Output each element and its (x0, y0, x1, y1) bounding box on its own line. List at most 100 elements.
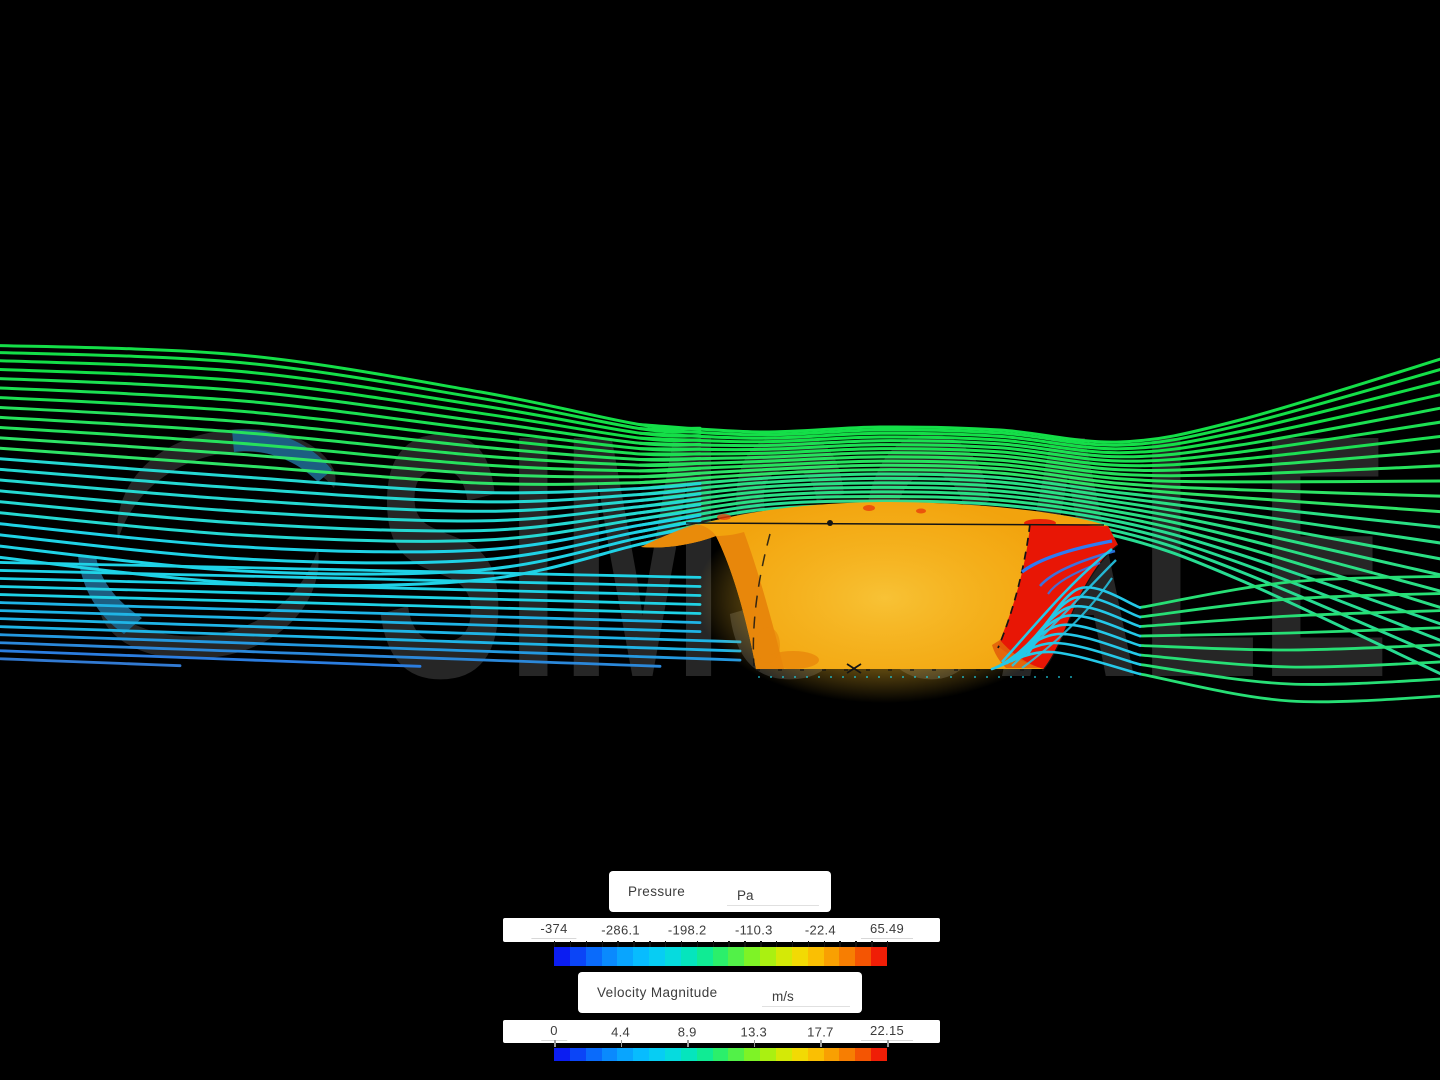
roofline (685, 522, 1105, 526)
car-front-sliver (641, 524, 716, 548)
colorbar-segment (855, 1048, 872, 1061)
streamline (638, 463, 1440, 498)
streamline (0, 633, 742, 662)
colorbar-tick (791, 941, 794, 947)
streamline (638, 472, 1440, 529)
pressure-unit-field[interactable]: Pa (727, 888, 819, 906)
colorbar-segment (633, 1048, 650, 1061)
colorbar-tick (871, 941, 873, 947)
colorbar-tick (554, 1040, 556, 1047)
streamline (0, 359, 702, 438)
streamline (0, 524, 702, 576)
colorbar-tick (744, 941, 746, 947)
streamline (0, 344, 702, 431)
streamline (1138, 575, 1440, 609)
colorbar-tick (620, 1040, 623, 1047)
streamline (0, 478, 702, 513)
colorbar-segment (633, 947, 650, 966)
colorbar-segment (807, 1048, 824, 1061)
rear-contour-dashed (997, 523, 1031, 649)
wake-streamlines (990, 575, 1440, 704)
roof-red-spot-1 (717, 514, 731, 520)
legend-range-field[interactable]: 65.49 (860, 921, 914, 939)
streamline (1138, 609, 1440, 628)
colorbar-tick (554, 941, 556, 947)
streamline (0, 377, 702, 447)
streamline (638, 380, 1440, 451)
colorbar-tick (649, 941, 651, 947)
streamline (0, 657, 182, 668)
colorbar-segment (680, 1048, 697, 1061)
streamline (638, 485, 1440, 577)
colorbar-segment (665, 1048, 681, 1061)
streamline (0, 585, 702, 606)
velocity-colorbar (554, 1048, 888, 1061)
roof-red-sliver-right (1024, 519, 1056, 527)
colorbar-segment (649, 947, 666, 966)
streamline (0, 415, 702, 467)
colorbar-tick (839, 941, 841, 947)
streamline (1138, 592, 1440, 619)
colorbar-segment (665, 947, 681, 966)
velocity-legend-title-box[interactable]: Velocity Magnitude m/s (578, 972, 862, 1013)
legend-range-field[interactable]: 22.15 (860, 1023, 914, 1041)
streamline (0, 457, 702, 495)
streamline (638, 476, 1440, 545)
velocity-unit-field[interactable]: m/s (762, 989, 850, 1007)
streamline (638, 420, 1440, 463)
streamline (638, 494, 1440, 609)
streamline (638, 490, 1440, 593)
colorbar-tick (820, 1040, 822, 1047)
streamline (0, 368, 702, 443)
streamline (1010, 614, 1142, 663)
streamlines-layer (0, 344, 1440, 676)
streamline (0, 641, 662, 668)
streamline (0, 396, 702, 457)
streamline (0, 467, 702, 504)
colorbar-segment (744, 947, 761, 966)
colorbar-segment (823, 1048, 840, 1061)
colorbar-segment (696, 1048, 713, 1061)
streamline (638, 368, 1440, 447)
colorbar-segment (712, 947, 729, 966)
legend-tick-label: 8.9 (677, 1024, 697, 1039)
colorbar-segment (760, 947, 777, 966)
streamline (638, 406, 1440, 459)
simscale-logo-swirl-bottom (100, 548, 319, 660)
streamline (638, 459, 1440, 484)
colorbar-segment (871, 1048, 888, 1061)
skirt-orange-patch-2 (756, 627, 780, 663)
colorbar-segment (680, 947, 697, 966)
colorbar-tick (665, 941, 667, 947)
colorbar-segment (585, 1048, 602, 1061)
streamline (0, 351, 702, 434)
car-body-highlight (695, 493, 1075, 703)
streamline (0, 625, 742, 653)
streamline (0, 569, 702, 588)
colorbar-tick (569, 941, 572, 947)
colorbar-tick (585, 941, 588, 947)
streamline (0, 405, 702, 462)
pressure-legend-title-box[interactable]: Pressure Pa (609, 871, 831, 912)
roof-red-spot-3 (916, 508, 926, 514)
colorbar-tick (712, 941, 714, 947)
streamline (638, 468, 1440, 514)
simscale-logo-swirl-top (117, 428, 336, 540)
legend-range-field[interactable]: -374 (531, 921, 577, 939)
streamline (0, 519, 702, 565)
streamline (0, 561, 702, 579)
colorbar-segment (807, 947, 824, 966)
colorbar-tick (753, 1040, 756, 1047)
colorbar-tick (887, 941, 889, 947)
colorbar-tick (823, 941, 825, 947)
velocity-legend-title: Velocity Magnitude (597, 985, 718, 1000)
vortex-cyan-arc-2 (1011, 559, 1117, 667)
streamline (0, 530, 702, 588)
streamline (0, 500, 702, 533)
streamline (638, 499, 1440, 626)
streamline (0, 489, 702, 523)
colorbar-segment (760, 1048, 777, 1061)
streamline (0, 609, 702, 633)
legend-range-field[interactable]: 0 (541, 1023, 567, 1041)
